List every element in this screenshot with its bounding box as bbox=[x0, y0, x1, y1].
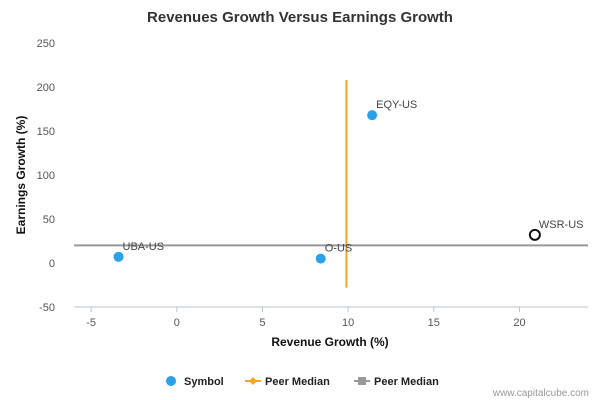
legend-item: Symbol bbox=[166, 376, 224, 388]
y-tick-label: 0 bbox=[49, 258, 55, 270]
data-points: UBA-US O-US EQY-US WSR-US bbox=[113, 99, 584, 264]
data-point bbox=[367, 110, 378, 121]
data-point-label: O-US bbox=[325, 243, 353, 255]
y-tick-label: 200 bbox=[37, 82, 55, 94]
x-tick-label: 5 bbox=[259, 317, 265, 329]
y-tick-label: 150 bbox=[37, 126, 55, 138]
data-point bbox=[113, 251, 124, 262]
y-axis-ticks: -50 0 50 100 150 200 250 bbox=[37, 38, 55, 314]
x-tick-label: -5 bbox=[86, 317, 96, 329]
y-tick-label: 50 bbox=[43, 214, 55, 226]
legend-square-icon bbox=[358, 377, 366, 385]
legend-label: Peer Median bbox=[265, 376, 330, 388]
chart-title: Revenues Growth Versus Earnings Growth bbox=[147, 9, 453, 26]
peer-median-lines bbox=[74, 79, 588, 288]
legend-diamond-icon bbox=[249, 377, 257, 385]
data-point-label: UBA-US bbox=[123, 241, 165, 253]
data-point-label: EQY-US bbox=[376, 99, 417, 111]
x-tick-label: 15 bbox=[428, 317, 440, 329]
credit-text: www.capitalcube.com bbox=[492, 388, 589, 399]
legend-label: Symbol bbox=[184, 376, 224, 388]
y-axis-label: Earnings Growth (%) bbox=[14, 116, 28, 235]
x-axis-ticks: -5 0 5 10 15 20 bbox=[86, 307, 526, 329]
data-point bbox=[528, 228, 541, 241]
y-tick-label: 250 bbox=[37, 38, 55, 50]
legend-item: Peer Median bbox=[354, 376, 439, 388]
legend: Symbol Peer Median Peer Median bbox=[166, 376, 439, 388]
legend-item: Peer Median bbox=[245, 376, 330, 388]
legend-label: Peer Median bbox=[374, 376, 439, 388]
x-tick-label: 0 bbox=[174, 317, 180, 329]
legend-circle-icon bbox=[166, 376, 176, 386]
x-axis-label: Revenue Growth (%) bbox=[271, 335, 388, 349]
data-point-label: WSR-US bbox=[539, 219, 584, 231]
x-tick-label: 10 bbox=[342, 317, 354, 329]
y-tick-label: 100 bbox=[37, 170, 55, 182]
x-tick-label: 20 bbox=[513, 317, 525, 329]
data-point bbox=[315, 253, 326, 264]
y-tick-label: -50 bbox=[39, 302, 55, 314]
